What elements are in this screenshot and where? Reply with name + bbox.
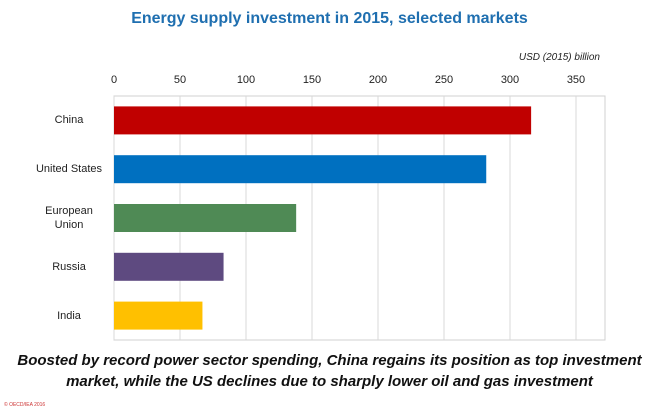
chart-title: Energy supply investment in 2015, select…: [131, 10, 528, 27]
source: © OECD/IEA 2016: [4, 402, 46, 408]
bar: [114, 252, 224, 281]
x-tick-label: 100: [237, 74, 255, 86]
bar: [114, 106, 532, 135]
x-tick-label: 350: [567, 74, 585, 86]
x-tick-label: 200: [369, 74, 387, 86]
x-tick-label: 50: [174, 74, 186, 86]
x-tick-label: 300: [501, 74, 519, 86]
bar: [114, 301, 203, 330]
category-label: India: [57, 309, 81, 322]
x-tick-label: 150: [303, 74, 321, 86]
category-label: United States: [35, 163, 103, 176]
category-label: China: [54, 114, 84, 127]
bar: [114, 155, 487, 184]
category-label: European Union: [45, 205, 93, 231]
axis-label: USD (2015) billion: [518, 52, 600, 63]
caption: Boosted by record power sector spending,…: [17, 352, 642, 390]
x-tick-label: 0: [111, 74, 117, 86]
category-label: Russia: [52, 260, 86, 273]
x-tick-label: 250: [435, 74, 453, 86]
bar: [114, 204, 297, 232]
